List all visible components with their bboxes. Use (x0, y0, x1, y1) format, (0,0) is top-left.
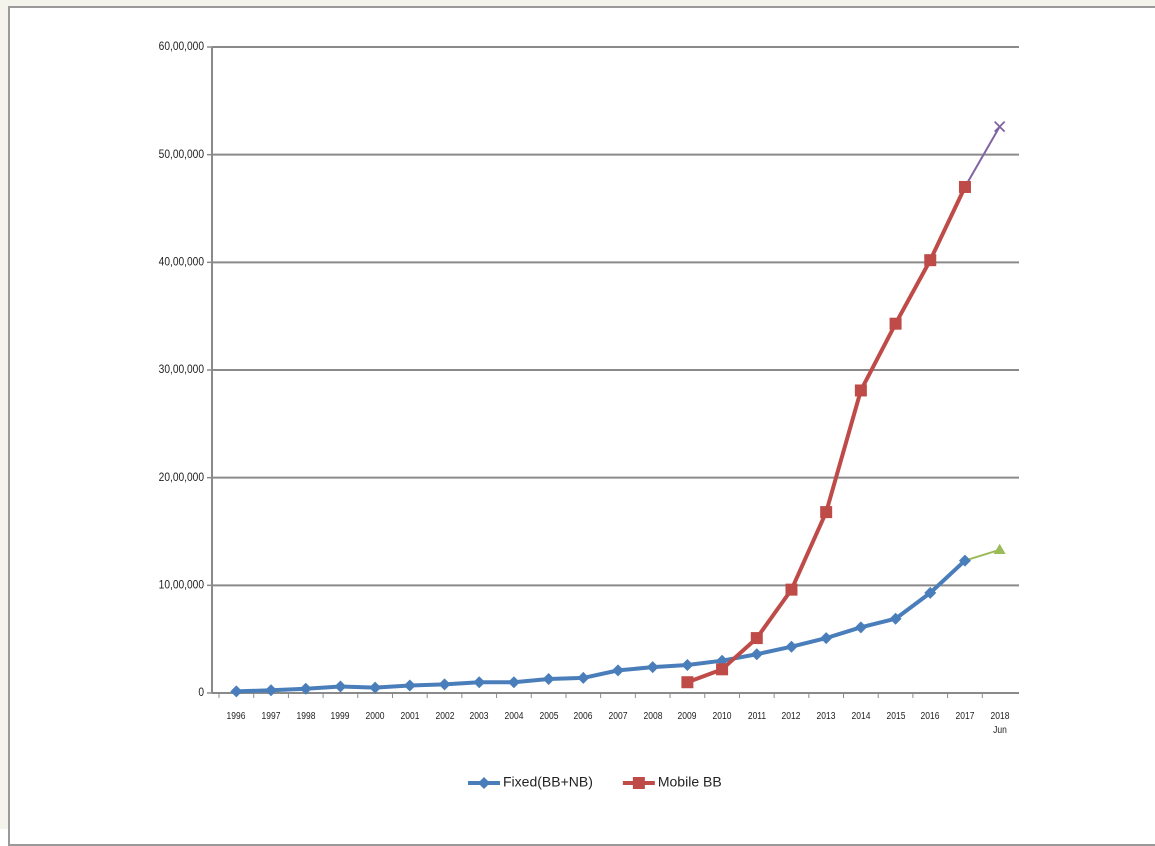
series-line (236, 559, 967, 694)
point-marker (854, 621, 867, 634)
legend-label: Fixed(BB+NB) (503, 774, 593, 790)
x-tick-label: 2002 (435, 711, 454, 722)
point-marker (577, 671, 590, 684)
point-marker (681, 676, 694, 689)
x-tick-label: 2018 Jun (990, 711, 1010, 736)
legend-label: Mobile BB (658, 774, 722, 790)
background-strip (0, 0, 1155, 6)
point-marker (265, 684, 278, 697)
x-tick-label: 2016 (920, 711, 940, 722)
point-marker (334, 680, 347, 693)
x-tick-label: 1998 (296, 711, 316, 722)
point-marker (716, 663, 729, 676)
point-marker (820, 506, 833, 519)
x-tick-label: 2007 (608, 711, 628, 722)
point-marker (958, 180, 971, 193)
point-marker (785, 583, 798, 596)
point-marker (542, 673, 555, 686)
series-line-last-segment (964, 548, 1000, 562)
x-tick-label: 2013 (816, 711, 836, 722)
point-marker (958, 554, 971, 567)
point-marker (750, 632, 763, 645)
y-tick-label: 0 (198, 686, 204, 699)
point-marker (403, 679, 416, 692)
x-tick-label: 2012 (782, 711, 801, 722)
y-tick-label: 20,00,000 (159, 471, 204, 484)
x-tick-label: 2006 (573, 711, 593, 722)
x-tick-label: 2000 (365, 711, 385, 722)
legend-marker (478, 777, 490, 789)
x-tick-label: 2001 (400, 711, 420, 722)
point-marker (854, 384, 867, 397)
point-marker (473, 676, 486, 689)
x-tick-label: 2017 (955, 711, 975, 722)
point-marker (889, 317, 902, 330)
point-marker (369, 681, 382, 694)
point-marker (681, 659, 694, 672)
x-tick-label: 1997 (261, 711, 281, 722)
point-marker (820, 632, 833, 645)
x-tick-label: 2011 (747, 711, 766, 722)
x-tick-label: 2014 (851, 711, 871, 722)
point-marker (785, 640, 798, 653)
x-tick-label: 2004 (504, 711, 524, 722)
x-tick-label: 2009 (677, 711, 697, 722)
y-tick-label: 60,00,000 (159, 40, 204, 53)
y-tick-label: 10,00,000 (159, 579, 204, 592)
x-tick-label: 2005 (539, 711, 559, 722)
point-marker (646, 661, 659, 674)
y-tick-label: 40,00,000 (159, 256, 204, 269)
legend-marker (632, 777, 645, 789)
series-line (686, 186, 967, 685)
point-marker (924, 586, 937, 599)
point-marker (924, 254, 937, 267)
point-marker (438, 678, 451, 691)
point-marker (507, 676, 520, 689)
x-tick-label: 2010 (712, 711, 732, 722)
background-strip (0, 0, 8, 829)
x-tick-label: 2003 (469, 711, 489, 722)
x-tick-label: 2015 (886, 711, 906, 722)
point-marker (750, 648, 763, 661)
point-marker (612, 664, 624, 677)
x-tick-label: 2008 (643, 711, 663, 722)
point-marker (230, 685, 243, 698)
y-tick-label: 30,00,000 (159, 363, 204, 376)
point-marker (993, 543, 1006, 555)
series-line-last-segment (964, 126, 1001, 188)
point-marker (889, 612, 902, 625)
y-tick-label: 50,00,000 (159, 148, 204, 161)
point-marker (994, 121, 1006, 133)
point-marker (299, 682, 312, 695)
chart: 0 10,00,000 20,00,000 30,00,000 40,00,000 50,… (159, 40, 1019, 790)
x-tick-label: 1996 (226, 711, 246, 722)
x-tick-label: 1999 (330, 711, 350, 722)
